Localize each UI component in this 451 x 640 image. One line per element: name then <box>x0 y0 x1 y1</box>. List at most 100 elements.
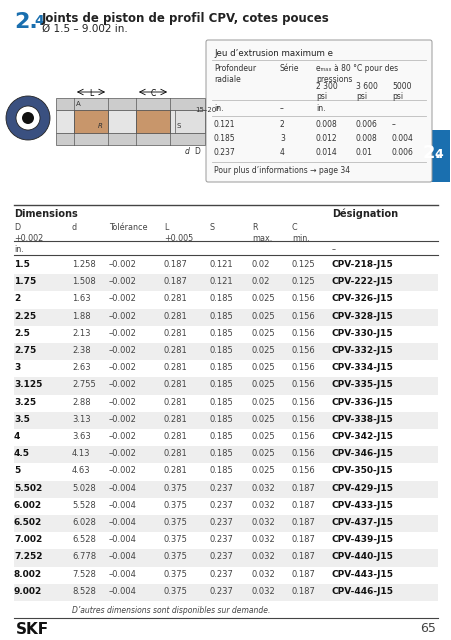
Bar <box>136 110 170 133</box>
Text: 5.028: 5.028 <box>72 484 96 493</box>
Text: CPV-446-J15: CPV-446-J15 <box>331 587 393 596</box>
Text: 4: 4 <box>14 432 20 441</box>
Text: 0.156: 0.156 <box>291 363 315 372</box>
Text: –0.004: –0.004 <box>109 535 137 544</box>
Text: 5000: 5000 <box>391 82 410 91</box>
Text: CPV-326-J15: CPV-326-J15 <box>331 294 393 303</box>
Text: 4.13: 4.13 <box>72 449 90 458</box>
Circle shape <box>6 96 50 140</box>
Text: 0.032: 0.032 <box>252 500 275 510</box>
Text: 0.006: 0.006 <box>391 148 413 157</box>
Text: 4: 4 <box>279 148 284 157</box>
Text: 2.: 2. <box>14 12 38 32</box>
Text: 0.187: 0.187 <box>164 277 188 286</box>
Text: 0.185: 0.185 <box>213 134 235 143</box>
Text: psi: psi <box>315 92 327 101</box>
Text: 0.185: 0.185 <box>210 467 233 476</box>
Text: 1.5: 1.5 <box>14 260 30 269</box>
Text: 0.237: 0.237 <box>213 148 235 157</box>
FancyBboxPatch shape <box>206 40 431 182</box>
Text: d: d <box>72 223 77 232</box>
Text: 4: 4 <box>434 148 442 161</box>
Text: 0.237: 0.237 <box>210 587 233 596</box>
Text: 0.014: 0.014 <box>315 148 337 157</box>
Text: –0.004: –0.004 <box>109 587 137 596</box>
Text: 0.032: 0.032 <box>252 518 275 527</box>
Text: 1.258: 1.258 <box>72 260 96 269</box>
Text: –0.002: –0.002 <box>109 415 137 424</box>
Text: 0.032: 0.032 <box>252 552 275 561</box>
Text: 0.185: 0.185 <box>210 329 233 338</box>
Text: 0.025: 0.025 <box>252 397 275 406</box>
Text: 0.281: 0.281 <box>164 294 187 303</box>
Text: 0.281: 0.281 <box>164 363 187 372</box>
Text: Série: Série <box>279 64 299 73</box>
Text: 0.121: 0.121 <box>210 260 233 269</box>
Text: 0.375: 0.375 <box>164 570 188 579</box>
Text: CPV-330-J15: CPV-330-J15 <box>331 329 393 338</box>
Text: 0.185: 0.185 <box>210 346 233 355</box>
Text: 1.88: 1.88 <box>72 312 90 321</box>
Bar <box>56 133 205 145</box>
Text: 0.187: 0.187 <box>291 552 315 561</box>
Text: 0.01: 0.01 <box>355 148 372 157</box>
Text: 0.006: 0.006 <box>355 120 377 129</box>
Text: 6.778: 6.778 <box>72 552 96 561</box>
Text: 0.375: 0.375 <box>164 518 188 527</box>
Text: 0.156: 0.156 <box>291 380 315 389</box>
Text: 7.252: 7.252 <box>14 552 42 561</box>
Text: 0.025: 0.025 <box>252 380 275 389</box>
Text: 0.025: 0.025 <box>252 467 275 476</box>
Text: 0.281: 0.281 <box>164 415 187 424</box>
Text: CPV-342-J15: CPV-342-J15 <box>331 432 393 441</box>
Text: in.: in. <box>315 104 325 113</box>
Text: R
max.: R max. <box>252 223 272 243</box>
Text: 2.63: 2.63 <box>72 363 90 372</box>
Text: 0.237: 0.237 <box>210 518 233 527</box>
Text: 0.375: 0.375 <box>164 535 188 544</box>
Text: 0.237: 0.237 <box>210 552 233 561</box>
Bar <box>14 515 437 532</box>
Text: Pour plus d’informations → page 34: Pour plus d’informations → page 34 <box>213 166 350 175</box>
Text: 0.281: 0.281 <box>164 432 187 441</box>
Text: –0.004: –0.004 <box>109 552 137 561</box>
Bar <box>14 274 437 291</box>
Text: 0.185: 0.185 <box>210 432 233 441</box>
Text: 6.528: 6.528 <box>72 535 96 544</box>
Text: 0.185: 0.185 <box>210 363 233 372</box>
Text: eₘₐₓ à 80 °C pour des
pressions: eₘₐₓ à 80 °C pour des pressions <box>315 64 397 84</box>
Text: CPV-335-J15: CPV-335-J15 <box>331 380 393 389</box>
Text: CPV-437-J15: CPV-437-J15 <box>331 518 393 527</box>
Text: Tolérance: Tolérance <box>109 223 147 232</box>
Text: CPV-350-J15: CPV-350-J15 <box>331 467 393 476</box>
Text: 0.281: 0.281 <box>164 346 187 355</box>
Text: 0.156: 0.156 <box>291 346 315 355</box>
Text: 2.25: 2.25 <box>14 312 36 321</box>
Text: 0.187: 0.187 <box>291 484 315 493</box>
Text: 2 300: 2 300 <box>315 82 337 91</box>
Text: SKF: SKF <box>16 622 49 637</box>
Text: 0.156: 0.156 <box>291 294 315 303</box>
Text: CPV-332-J15: CPV-332-J15 <box>331 346 393 355</box>
Text: 0.156: 0.156 <box>291 432 315 441</box>
Text: 0.187: 0.187 <box>291 518 315 527</box>
Text: Profondeur
radiale: Profondeur radiale <box>213 64 256 84</box>
Text: 0.237: 0.237 <box>210 484 233 493</box>
Text: CPV-429-J15: CPV-429-J15 <box>331 484 393 493</box>
Bar <box>14 549 437 566</box>
Text: 2.75: 2.75 <box>14 346 36 355</box>
Text: 5: 5 <box>14 467 20 476</box>
Text: 2.: 2. <box>421 144 441 162</box>
Text: –0.002: –0.002 <box>109 294 137 303</box>
Text: CPV-439-J15: CPV-439-J15 <box>331 535 393 544</box>
Bar <box>14 308 437 326</box>
Text: L: L <box>89 89 93 98</box>
Text: in.: in. <box>213 104 223 113</box>
Circle shape <box>22 112 34 124</box>
Text: 0.025: 0.025 <box>252 329 275 338</box>
Text: –: – <box>331 245 335 254</box>
Text: 2.13: 2.13 <box>72 329 90 338</box>
Text: –: – <box>279 104 283 113</box>
Text: 0.281: 0.281 <box>164 380 187 389</box>
Bar <box>56 110 205 133</box>
